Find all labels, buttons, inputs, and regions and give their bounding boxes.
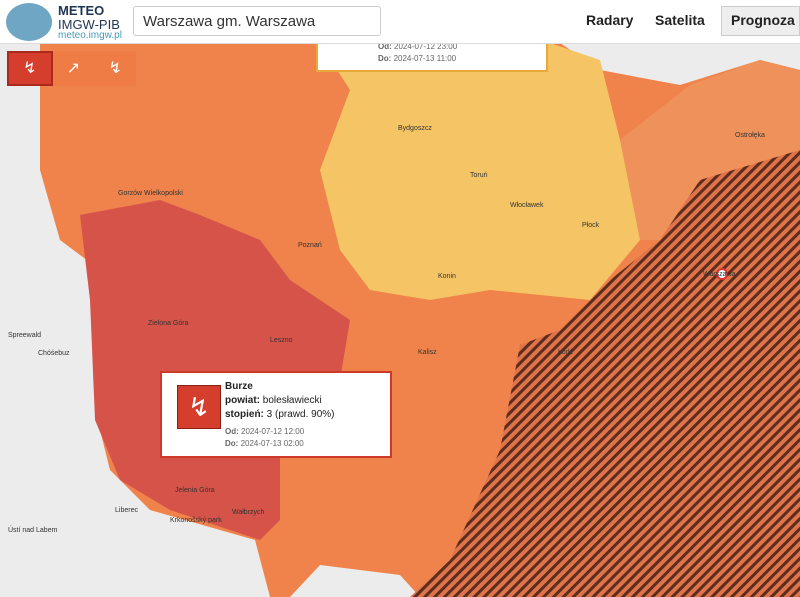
warning-zone-red (80, 200, 350, 540)
place-label: Płock (582, 222, 600, 229)
nav-item[interactable]: Radary (586, 12, 634, 28)
layer-button[interactable]: ↯ (7, 51, 53, 86)
nav-item[interactable]: Prognoza (731, 12, 795, 28)
place-label: Włocławek (510, 202, 544, 209)
to-label: Do: (378, 54, 392, 63)
logo-subtitle: IMGW-PIB (58, 17, 120, 32)
to-date: 2024-07-13 02:00 (240, 439, 304, 448)
close-button[interactable] (372, 376, 386, 390)
place-label: Liberec (115, 507, 138, 514)
layer-button[interactable]: ↯ (94, 51, 137, 86)
from-date: 2024-07-12 12:00 (241, 427, 305, 436)
place-label: Spreewald (8, 332, 41, 339)
place-label: Warszawa (703, 271, 736, 278)
layer-button[interactable]: ↗ (52, 51, 95, 86)
header: METEO IMGW-PIB meteo.imgw.pl Warszawa gm… (0, 0, 800, 44)
place-label: Poznań (298, 242, 322, 249)
from-date: 2024-07-12 23:00 (394, 42, 458, 51)
field-value: 3 (prawd. 90%) (266, 409, 335, 420)
place-label: Bydgoszcz (398, 125, 432, 132)
place-label: Ústí nad Labem (8, 525, 58, 534)
place-label: Zielona Góra (148, 320, 189, 327)
popup-title: Burze (225, 381, 253, 392)
place-label: Krkonošský park (170, 517, 222, 524)
warning-zone-yellow (320, 43, 640, 300)
logo-title: METEO (58, 3, 105, 18)
layer-switcher: ↯ ↗ ↯ (7, 51, 137, 86)
place-label: Łódź (558, 349, 574, 356)
warning-icon: ↯ (177, 385, 221, 429)
to-date: 2024-07-13 11:00 (393, 54, 457, 63)
warning-zone-hatched (410, 150, 800, 597)
logo[interactable] (6, 3, 52, 41)
nav-active-bg[interactable] (721, 6, 800, 36)
nav-item[interactable]: Satelita (655, 12, 705, 28)
from-label: Od: (378, 42, 392, 51)
logo-url: meteo.imgw.pl (58, 30, 122, 41)
place-label: Leszno (270, 337, 293, 344)
field-label: stopień: (225, 409, 264, 420)
warning-popup: ↯ Burze powiat: bolesławiecki stopień: 3… (160, 371, 392, 458)
place-label: Gorzów Wielkopolski (118, 190, 183, 197)
place-label: Jelenia Góra (175, 487, 215, 494)
place-labels: Gorzów Wielkopolski Bydgoszcz Toruń Włoc… (8, 125, 765, 534)
location-marker[interactable] (716, 268, 728, 280)
place-label: Kalisz (418, 349, 437, 356)
place-label: Wałbrzych (232, 509, 265, 516)
to-label: Do: (225, 439, 239, 448)
place-label: Ostrołęka (735, 132, 765, 139)
place-label: Chóśebuz (38, 350, 70, 357)
warning-zone-light-orange (620, 60, 800, 240)
place-label: Konin (438, 273, 456, 280)
search-box[interactable]: Warszawa gm. Warszawa (133, 6, 381, 36)
place-label: Toruń (470, 172, 488, 179)
field-label: powiat: (225, 395, 260, 406)
from-label: Od: (225, 427, 239, 436)
field-value: bolesławiecki (262, 395, 322, 406)
